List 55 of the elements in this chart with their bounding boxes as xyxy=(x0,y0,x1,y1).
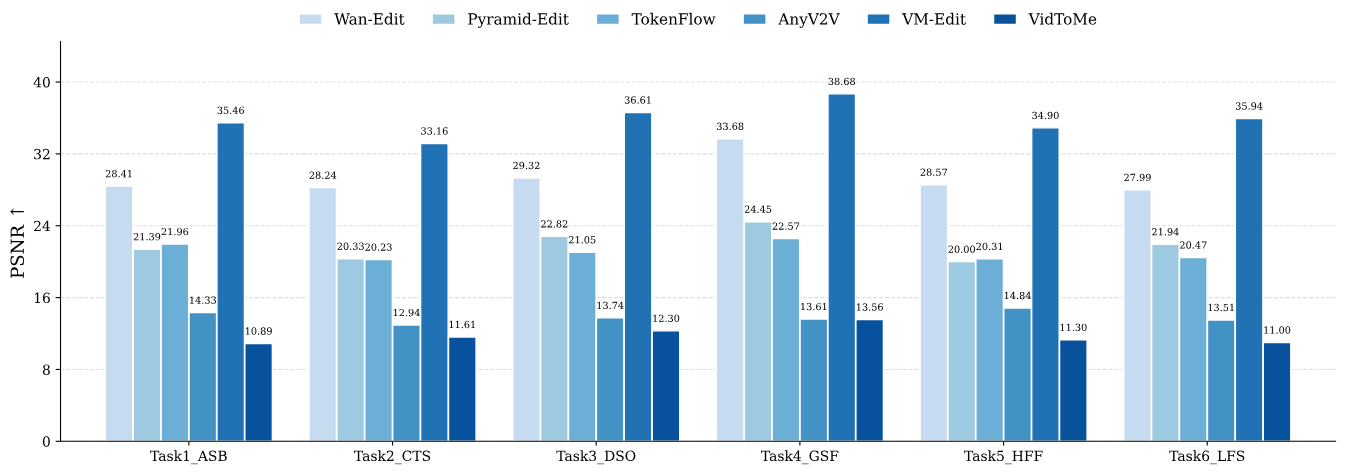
data-label: 28.24 xyxy=(309,171,337,179)
data-label: 21.05 xyxy=(569,236,596,244)
data-label: 34.90 xyxy=(1032,111,1059,120)
x-tick-label: Task5_HFF xyxy=(964,450,1043,465)
data-label: 12.94 xyxy=(393,308,420,317)
data-label: 21.96 xyxy=(161,227,189,236)
legend-label: Pyramid-Edit xyxy=(468,12,569,28)
data-label: 22.82 xyxy=(541,220,568,228)
data-label: 20.23 xyxy=(365,243,392,251)
data-label: 10.89 xyxy=(245,327,272,335)
data-label: 20.00 xyxy=(948,245,975,253)
x-tick-label: Task1_ASB xyxy=(150,450,227,465)
y-tick-label: 40 xyxy=(33,77,50,88)
legend-label: Wan-Edit xyxy=(334,12,405,25)
data-label: 20.33 xyxy=(337,242,364,250)
data-label: 21.39 xyxy=(133,233,161,241)
data-label: 11.61 xyxy=(449,320,475,329)
data-label: 14.84 xyxy=(1004,291,1031,300)
x-tick-label: Task2_CTS xyxy=(354,450,431,465)
legend-label: TokenFlow xyxy=(631,12,716,25)
x-tick-label: Task6_LFS xyxy=(1169,450,1245,465)
data-label: 12.30 xyxy=(653,314,680,323)
data-label: 13.56 xyxy=(856,303,883,311)
data-label: 38.68 xyxy=(828,77,856,86)
data-label: 11.00 xyxy=(1264,326,1291,334)
data-label: 28.41 xyxy=(105,169,132,178)
data-label: 24.45 xyxy=(744,205,772,213)
data-label: 13.61 xyxy=(801,302,827,311)
legend-label: AnyV2V xyxy=(778,13,840,28)
data-label: 35.46 xyxy=(217,106,245,114)
data-label: 36.61 xyxy=(624,96,651,104)
data-label: 27.99 xyxy=(1124,173,1151,182)
data-label: 11.30 xyxy=(1060,323,1087,331)
legend-label: VidToMe xyxy=(1028,12,1097,25)
y-tick-label: 8 xyxy=(42,364,50,375)
data-label: 33.68 xyxy=(716,122,744,130)
data-label: 29.32 xyxy=(513,161,540,170)
data-label: 28.57 xyxy=(920,168,948,176)
data-label: 13.51 xyxy=(1208,303,1234,312)
y-tick-label: 16 xyxy=(34,292,50,304)
y-tick-label: 0 xyxy=(42,436,50,447)
data-label: 13.74 xyxy=(597,301,624,310)
legend-label: VM-Edit xyxy=(902,12,966,25)
data-label: 35.94 xyxy=(1235,102,1263,110)
y-tick-label: 32 xyxy=(34,148,50,160)
x-tick-label: Task4_GSF xyxy=(761,450,839,465)
data-label: 22.57 xyxy=(772,222,800,230)
data-label: 20.31 xyxy=(976,242,1003,251)
y-tick-label: 24 xyxy=(34,220,51,232)
x-tick-label: Task3_DSO xyxy=(556,450,636,465)
data-label: 21.94 xyxy=(1152,228,1179,236)
y-axis-title: PSNR ↑ xyxy=(10,207,25,278)
data-label: 14.33 xyxy=(190,296,216,304)
data-label: 33.16 xyxy=(421,127,448,135)
data-label: 20.47 xyxy=(1180,241,1207,249)
